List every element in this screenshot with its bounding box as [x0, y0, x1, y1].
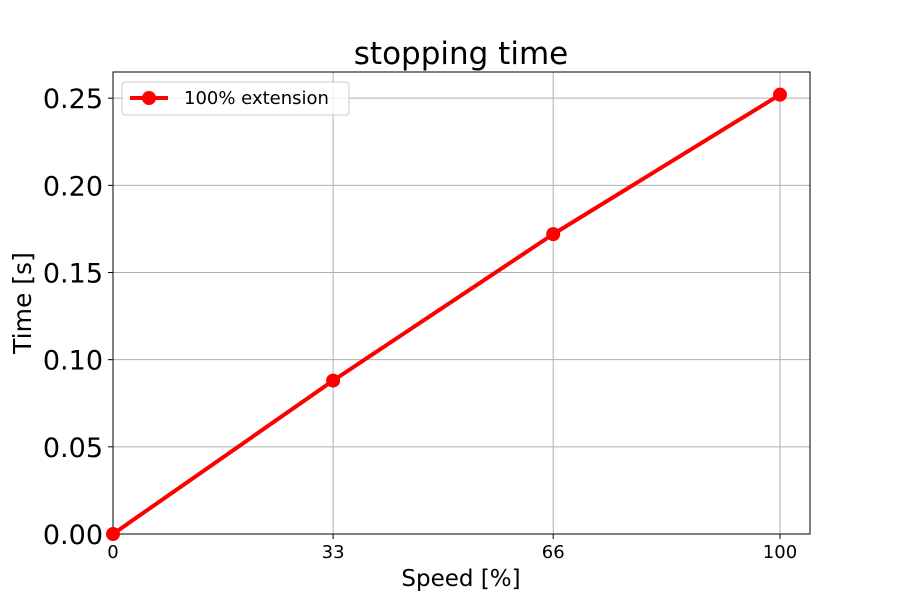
y-tick-label: 0.10: [43, 346, 103, 377]
y-axis-ticks: 0.00 0.05 0.10 0.15 0.20 0.25: [43, 84, 113, 551]
y-tick-label: 0.00: [43, 520, 103, 551]
x-tick-label: 33: [322, 542, 345, 563]
chart-title: stopping time: [354, 36, 568, 72]
data-point: [772, 87, 787, 102]
data-point: [546, 227, 561, 242]
series-line: [111, 92, 782, 536]
y-tick-label: 0.15: [43, 258, 103, 289]
y-axis-label: Time [s]: [8, 252, 37, 355]
plot-area-frame: [112, 71, 811, 535]
series-layer: [106, 87, 787, 541]
data-point: [106, 527, 120, 541]
y-tick-label: 0.05: [43, 433, 103, 464]
y-tick-label: 0.25: [43, 84, 103, 115]
x-axis-ticks: 0 33 66 100: [107, 534, 797, 563]
x-tick-label: 100: [763, 542, 797, 563]
x-axis-label: Speed [%]: [401, 566, 520, 592]
legend-box: [121, 81, 350, 116]
legend: 100% extension: [121, 81, 350, 116]
y-tick-label: 0.20: [43, 171, 103, 202]
x-tick-label: 66: [542, 542, 565, 563]
legend-marker-swatch: [142, 91, 156, 105]
x-tick-label: 0: [107, 542, 118, 563]
data-point: [326, 373, 341, 388]
legend-label: 100% extension: [184, 88, 329, 109]
